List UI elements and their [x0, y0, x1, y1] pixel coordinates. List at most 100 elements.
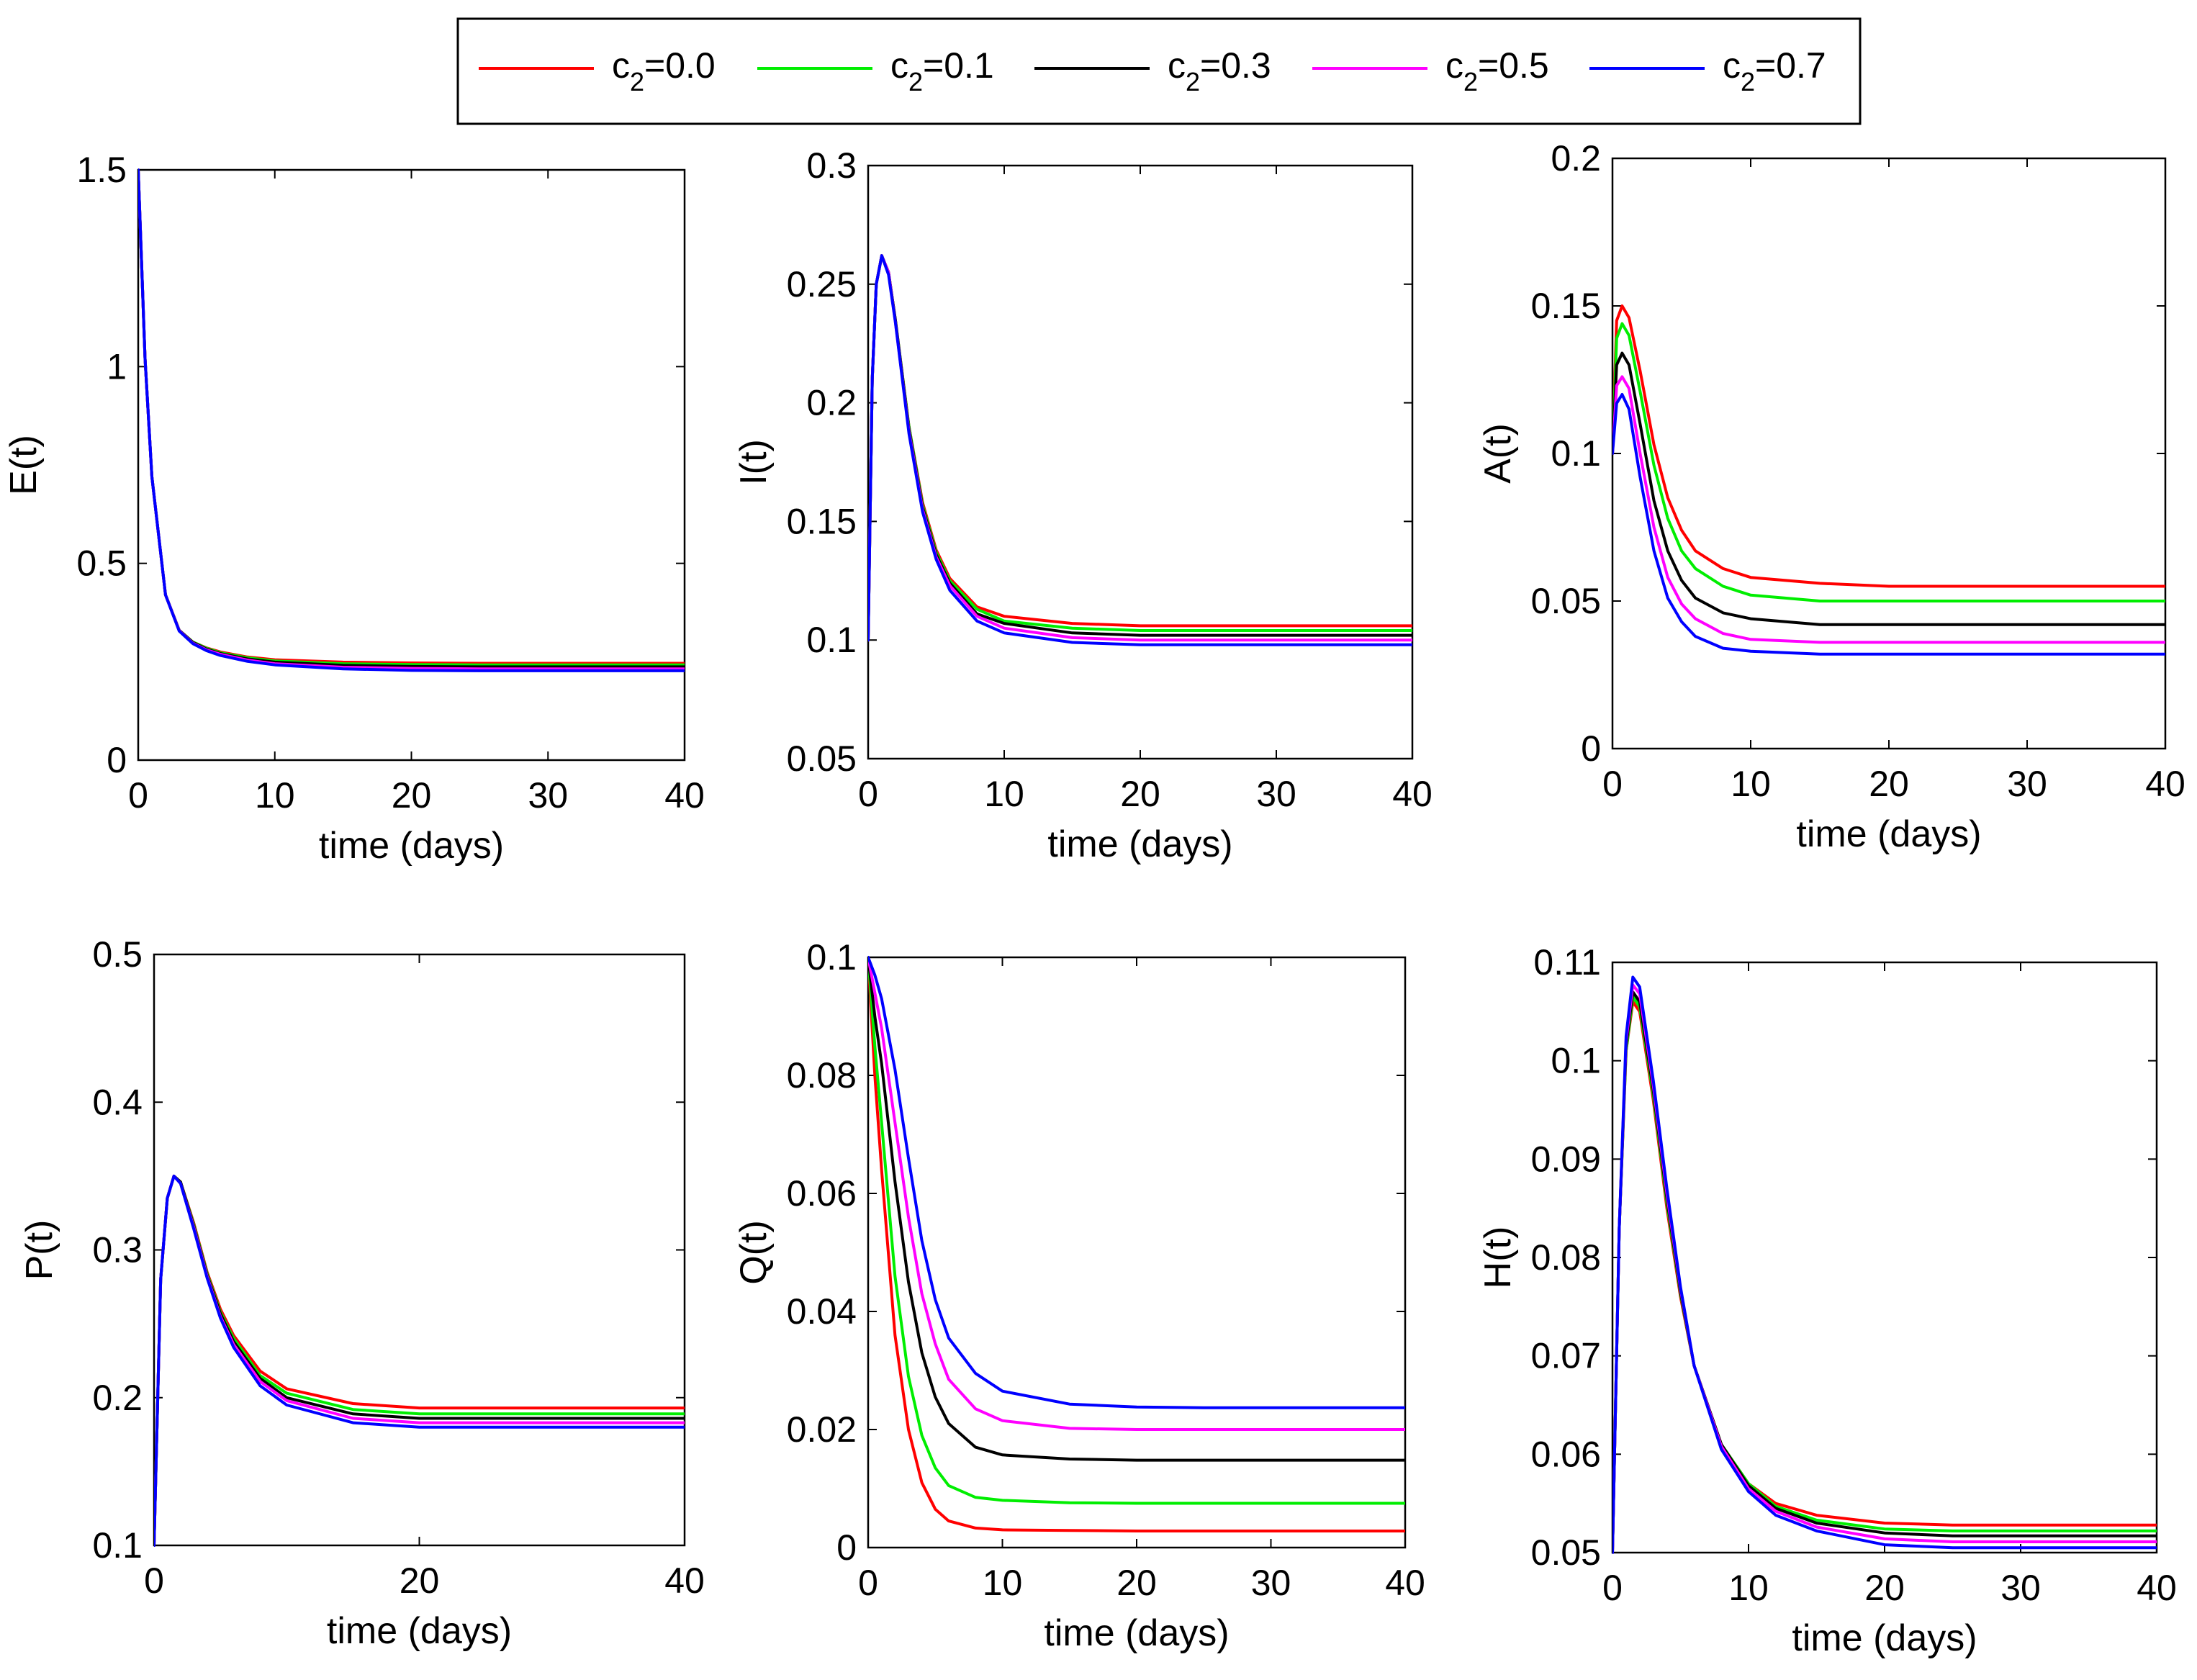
plot-area — [1611, 157, 2167, 750]
y-tick-label: 0.15 — [787, 501, 857, 541]
y-tick-label: 1.5 — [76, 150, 127, 190]
y-tick-label: 0.1 — [1551, 1041, 1601, 1081]
y-axis-label: P(t) — [19, 1220, 60, 1281]
legend-entry: c2=0.3 — [1034, 45, 1271, 96]
x-axis-label: time (days) — [1047, 823, 1232, 865]
legend-box — [456, 17, 1862, 125]
y-tick-label: 0.08 — [1531, 1237, 1601, 1278]
y-tick-label: 0.04 — [787, 1291, 857, 1332]
legend-label: c2=0.7 — [1723, 45, 1826, 96]
y-axis-label: Q(t) — [733, 1220, 775, 1285]
series-line-c2=0.0 — [868, 956, 1405, 1532]
legend-entry: c2=0.5 — [1312, 45, 1549, 96]
x-tick-label: 10 — [983, 1563, 1023, 1603]
series-group — [154, 1174, 685, 1547]
y-tick-label: 0.5 — [76, 543, 127, 584]
subplot-grid: 0 10 20 30 40 0 0.5 1 1.5 time (days) E(t) 0 10 20 30 4… — [3, 138, 2185, 1659]
x-tick-label: 0 — [858, 1563, 878, 1603]
series-line-c2=0.3 — [868, 956, 1405, 1462]
plot-area — [1611, 961, 2158, 1554]
series-line-c2=0.1 — [1612, 322, 2165, 602]
x-tick-label: 40 — [2145, 764, 2185, 804]
y-tick-label: 0.3 — [92, 1230, 143, 1270]
x-tick-label: 40 — [1392, 774, 1433, 814]
series-line-c2=0.7 — [138, 168, 685, 672]
x-axis-label: time (days) — [319, 825, 504, 867]
legend-label: c2=0.0 — [612, 45, 716, 96]
subplot-pt: 0 20 40 0.1 0.2 0.3 0.4 0.5 time (days) P(t) — [19, 934, 705, 1652]
y-tick-label: 0.5 — [92, 934, 143, 975]
plot-area — [153, 953, 686, 1547]
y-tick-label: 0.05 — [787, 739, 857, 779]
y-tick-label: 0.06 — [1531, 1434, 1601, 1474]
y-tick-label: 0.1 — [92, 1525, 143, 1566]
y-tick-label: 0.2 — [806, 383, 857, 423]
y-axis-label: I(t) — [733, 439, 775, 485]
x-tick-label: 40 — [1385, 1563, 1425, 1603]
x-tick-label: 40 — [664, 775, 705, 816]
series-line-c2=0.7 — [1612, 393, 2165, 656]
x-tick-label: 0 — [1602, 1568, 1623, 1608]
series-group — [868, 956, 1405, 1532]
series-line-c2=0.0 — [1612, 304, 2165, 588]
plot-area — [867, 164, 1414, 760]
x-axis-label: time (days) — [1044, 1612, 1229, 1654]
y-tick-label: 0.05 — [1531, 1532, 1601, 1573]
y-tick-label: 0.25 — [787, 264, 857, 304]
x-tick-label: 30 — [528, 775, 568, 816]
x-axis-label: time (days) — [1792, 1617, 1977, 1659]
y-tick-label: 0.1 — [806, 620, 857, 660]
subplot-at: 0 10 20 30 40 0 0.05 0.1 0.15 0.2 time (days) A(t) — [1477, 138, 2185, 855]
y-tick-label: 0.11 — [1533, 942, 1601, 983]
y-tick-label: 0 — [1581, 728, 1601, 769]
legend-label: c2=0.5 — [1445, 45, 1549, 96]
y-tick-label: 0.09 — [1531, 1139, 1601, 1179]
y-axis-label: E(t) — [3, 435, 45, 495]
x-tick-label: 0 — [858, 774, 878, 814]
y-tick-label: 0 — [836, 1527, 857, 1568]
x-tick-label: 20 — [392, 775, 432, 816]
x-tick-label: 10 — [1728, 1568, 1769, 1608]
legend-entry: c2=0.0 — [479, 45, 716, 96]
y-tick-label: 0.1 — [1551, 433, 1601, 474]
y-tick-label: 0.2 — [1551, 138, 1601, 179]
x-tick-label: 20 — [1116, 1563, 1157, 1603]
x-tick-label: 10 — [1731, 764, 1771, 804]
x-tick-label: 10 — [255, 775, 295, 816]
x-tick-label: 40 — [664, 1561, 705, 1601]
x-axis-label: time (days) — [327, 1610, 512, 1652]
series-group — [138, 168, 685, 672]
y-tick-label: 0.4 — [92, 1082, 143, 1122]
y-tick-label: 0.2 — [92, 1378, 143, 1418]
y-tick-label: 0.3 — [806, 145, 857, 186]
y-tick-label: 0.07 — [1531, 1336, 1601, 1376]
y-tick-label: 0.08 — [787, 1055, 857, 1096]
y-tick-label: 1 — [107, 346, 127, 387]
x-tick-label: 40 — [2137, 1568, 2177, 1608]
subplot-ht: 0 10 20 30 40 0.05 0.06 0.07 0.08 0.09 0.1 0.11 time… — [1477, 942, 2177, 1659]
x-tick-label: 30 — [1251, 1563, 1291, 1603]
series-line-c2=0.7 — [868, 254, 1412, 646]
subplot-it: 0 10 20 30 40 0.05 0.1 0.15 0.2 0.25 0.3 time (days… — [733, 145, 1433, 865]
x-tick-label: 20 — [400, 1561, 440, 1601]
subplot-et: 0 10 20 30 40 0 0.5 1 1.5 time (days) E(t) — [3, 150, 705, 867]
legend-label: c2=0.3 — [1168, 45, 1271, 96]
subplot-qt: 0 10 20 30 40 0 0.02 0.04 0.06 0.08 0.1 time (days)… — [733, 937, 1425, 1654]
series-line-c2=0.5 — [868, 956, 1405, 1431]
y-tick-label: 0.05 — [1531, 581, 1601, 621]
y-tick-label: 0.1 — [806, 937, 857, 977]
y-axis-label: A(t) — [1477, 423, 1519, 484]
series-group — [1612, 304, 2165, 656]
y-tick-label: 0.06 — [787, 1173, 857, 1214]
series-line-c2=0.1 — [868, 956, 1405, 1505]
x-tick-label: 0 — [128, 775, 148, 816]
legend-entry: c2=0.1 — [757, 45, 994, 96]
series-line-c2=0.7 — [154, 1174, 685, 1547]
x-tick-label: 0 — [1602, 764, 1623, 804]
y-axis-label: H(t) — [1477, 1227, 1519, 1289]
series-line-c2=0.7 — [1612, 975, 2157, 1554]
series-line-c2=0.3 — [1612, 351, 2165, 626]
series-line-c2=0.5 — [1612, 375, 2165, 644]
x-tick-label: 10 — [984, 774, 1024, 814]
